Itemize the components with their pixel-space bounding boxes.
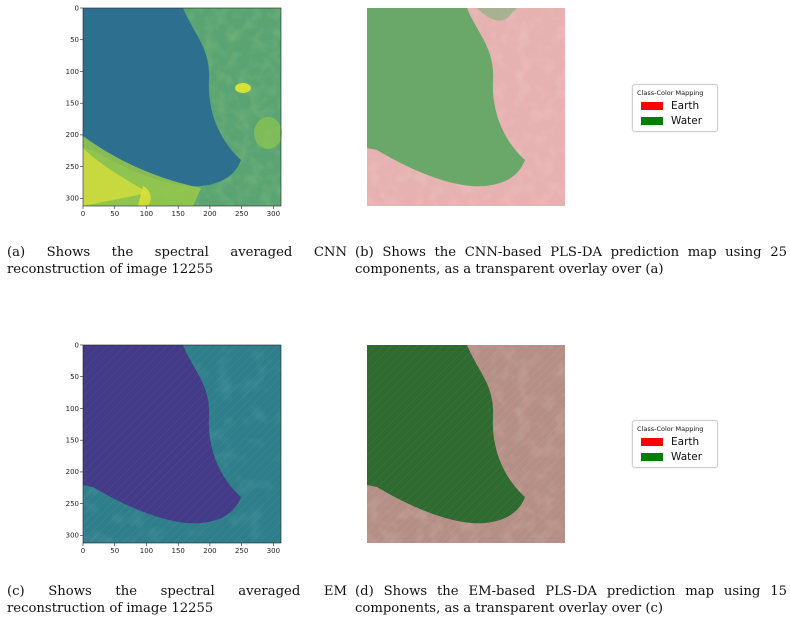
y-tick-label: 100 [66, 68, 79, 76]
x-tick-label: 0 [81, 547, 85, 555]
panel-b: Class-Color Mapping Earth Water (b) Show… [350, 0, 790, 290]
panel-c: 0 50 100 150 200 250 300 0 50 100 150 200 250 300 (c)… [0, 338, 340, 625]
x-tick-label: 150 [172, 547, 185, 555]
x-tick-label: 100 [140, 547, 153, 555]
legend-d: Class-Color Mapping Earth Water [632, 420, 718, 468]
x-tick-label: 100 [140, 210, 153, 218]
x-tick-label: 300 [267, 547, 280, 555]
x-tick-label: 200 [203, 547, 216, 555]
y-tick-label: 0 [75, 4, 79, 12]
legend-item-water: Water [641, 116, 702, 126]
x-tick-label: 50 [110, 210, 119, 218]
caption-b: (b) Shows the CNN-based PLS-DA predictio… [355, 244, 787, 278]
y-tick-label: 50 [70, 373, 79, 381]
earth-swatch [641, 102, 663, 110]
x-tick-label: 50 [110, 547, 119, 555]
y-tick-label: 50 [70, 36, 79, 44]
caption-a: (a) Shows the spectral averaged CNN reco… [7, 244, 347, 278]
y-tick-label: 250 [66, 500, 79, 508]
y-tick-label: 0 [75, 341, 79, 349]
y-tick-label: 150 [66, 99, 79, 107]
y-tick-label: 200 [66, 131, 79, 139]
x-tick-label: 200 [203, 210, 216, 218]
earth-swatch [641, 438, 663, 446]
x-tick-label: 0 [81, 210, 85, 218]
x-tick-label: 150 [172, 210, 185, 218]
panel-d: Class-Color Mapping Earth Water (d) Show… [350, 338, 790, 625]
y-tick-label: 300 [66, 532, 79, 540]
y-tick-label: 100 [66, 405, 79, 413]
panel-a: 0 50 100 150 200 250 300 0 50 100 150 200 250 300 (a)… [0, 0, 340, 290]
x-tick-label: 300 [267, 210, 280, 218]
cnn-plsda-overlay [350, 0, 590, 225]
caption-d: (d) Shows the EM-based PLS-DA prediction… [355, 583, 787, 617]
legend-item-earth: Earth [641, 437, 699, 447]
caption-c: (c) Shows the spectral averaged EM recon… [7, 583, 347, 617]
water-swatch [641, 117, 663, 125]
legend-b: Class-Color Mapping Earth Water [632, 84, 718, 132]
y-tick-label: 200 [66, 468, 79, 476]
x-tick-label: 250 [235, 547, 248, 555]
y-tick-label: 150 [66, 436, 79, 444]
legend-title: Class-Color Mapping [637, 89, 703, 97]
y-tick-label: 250 [66, 163, 79, 171]
em-plsda-overlay [350, 338, 590, 563]
water-swatch [641, 453, 663, 461]
legend-item-water: Water [641, 452, 702, 462]
legend-title: Class-Color Mapping [637, 425, 703, 433]
y-tick-label: 300 [66, 195, 79, 203]
legend-item-earth: Earth [641, 101, 699, 111]
x-tick-label: 250 [235, 210, 248, 218]
